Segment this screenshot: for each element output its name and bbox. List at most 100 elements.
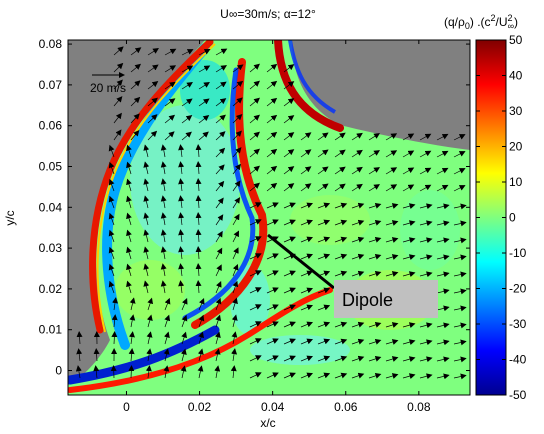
colorbar-tick-label: 50 <box>509 33 523 47</box>
velocity-vector <box>317 202 331 209</box>
velocity-vector <box>93 365 100 379</box>
velocity-vector <box>76 331 83 345</box>
velocity-vector <box>300 304 314 311</box>
velocity-vector <box>385 203 399 209</box>
velocity-vector <box>130 113 140 124</box>
velocity-vector <box>385 150 398 158</box>
velocity-vector <box>300 202 314 209</box>
colorbar-tick-label: -30 <box>509 317 527 331</box>
velocity-vector <box>143 144 150 158</box>
velocity-vector <box>334 338 348 345</box>
velocity-vector <box>108 229 115 243</box>
velocity-vector <box>143 178 150 192</box>
velocity-vector <box>453 134 466 141</box>
velocity-vector <box>181 131 192 141</box>
velocity-vector <box>249 270 262 277</box>
velocity-vector <box>436 322 450 329</box>
velocity-vector <box>385 373 399 379</box>
velocity-vector <box>113 79 123 90</box>
velocity-vector <box>160 280 167 294</box>
velocity-vector <box>249 182 260 192</box>
velocity-vector <box>385 237 399 243</box>
velocity-vector <box>181 65 194 73</box>
velocity-vector <box>402 220 416 226</box>
y-tick-label: 0.08 <box>39 37 63 51</box>
velocity-vector <box>317 132 329 141</box>
velocity-vector <box>215 247 223 260</box>
velocity-vector <box>178 161 185 175</box>
velocity-vector <box>453 356 467 363</box>
bottom-positive-band <box>68 287 333 393</box>
velocity-vector <box>300 132 312 141</box>
colorbar-tick-label: 0 <box>509 211 516 225</box>
velocity-vector <box>402 184 415 192</box>
velocity-vector <box>402 339 416 345</box>
velocity-vector <box>164 331 170 345</box>
velocity-vector <box>266 80 278 90</box>
velocity-vector <box>197 365 204 379</box>
velocity-vector <box>232 64 244 73</box>
velocity-vector <box>113 129 122 141</box>
velocity-vector <box>232 113 243 124</box>
velocity-vector <box>368 372 382 379</box>
velocity-vector <box>249 236 262 243</box>
velocity-vector <box>453 220 467 227</box>
velocity-vector <box>334 355 348 362</box>
velocity-vector <box>232 247 239 260</box>
velocity-vector <box>130 47 142 56</box>
velocity-vector <box>126 178 132 192</box>
velocity-vector <box>266 219 279 226</box>
velocity-vector <box>385 322 399 328</box>
velocity-vector <box>232 147 242 158</box>
velocity-vector <box>266 304 279 311</box>
velocity-vector <box>368 167 380 175</box>
velocity-vector <box>178 229 185 243</box>
velocity-vector <box>232 280 239 294</box>
velocity-vector <box>180 365 187 379</box>
velocity-vector <box>402 271 416 277</box>
velocity-vector <box>249 165 260 175</box>
velocity-vector <box>181 115 193 124</box>
velocity-vector <box>419 220 433 227</box>
colorbar-tick-label: -20 <box>509 282 527 296</box>
velocity-vector <box>232 80 244 90</box>
chart-title: U∞=30m/s; α=12° <box>220 7 316 21</box>
velocity-vector <box>283 166 295 175</box>
velocity-vector <box>436 271 450 278</box>
velocity-vector <box>385 167 398 175</box>
velocity-vector <box>232 213 240 226</box>
velocity-vector <box>232 130 242 141</box>
velocity-vector <box>143 195 150 209</box>
velocity-vector <box>126 195 132 209</box>
reference-vector: 20 m/s <box>90 72 126 95</box>
velocity-vector <box>402 356 416 362</box>
velocity-vector <box>436 356 450 363</box>
velocity-vector <box>351 219 365 226</box>
upper-surface-layer <box>274 40 344 132</box>
velocity-vector <box>147 297 153 311</box>
velocity-vector <box>266 321 279 328</box>
velocity-vector <box>402 254 416 260</box>
velocity-vector <box>368 270 382 277</box>
velocity-vector <box>113 46 124 56</box>
velocity-vector <box>126 229 132 243</box>
velocity-vector <box>368 236 382 243</box>
y-tick-label: 0 <box>55 364 62 378</box>
velocity-vector <box>266 114 278 124</box>
velocity-vector <box>146 331 153 345</box>
velocity-vector <box>266 372 279 379</box>
velocity-vector <box>232 297 238 311</box>
velocity-vector <box>249 148 260 158</box>
annotation-label: Dipole <box>342 290 393 310</box>
velocity-vector <box>195 178 202 192</box>
velocity-vector <box>419 133 432 141</box>
velocity-vector <box>419 203 433 210</box>
velocity-vector <box>317 321 331 328</box>
velocity-vector <box>419 237 433 244</box>
velocity-vector <box>164 81 176 90</box>
velocity-vector <box>231 331 238 345</box>
velocity-vector <box>178 212 185 226</box>
velocity-vector <box>283 355 296 362</box>
velocity-vector <box>317 219 331 226</box>
